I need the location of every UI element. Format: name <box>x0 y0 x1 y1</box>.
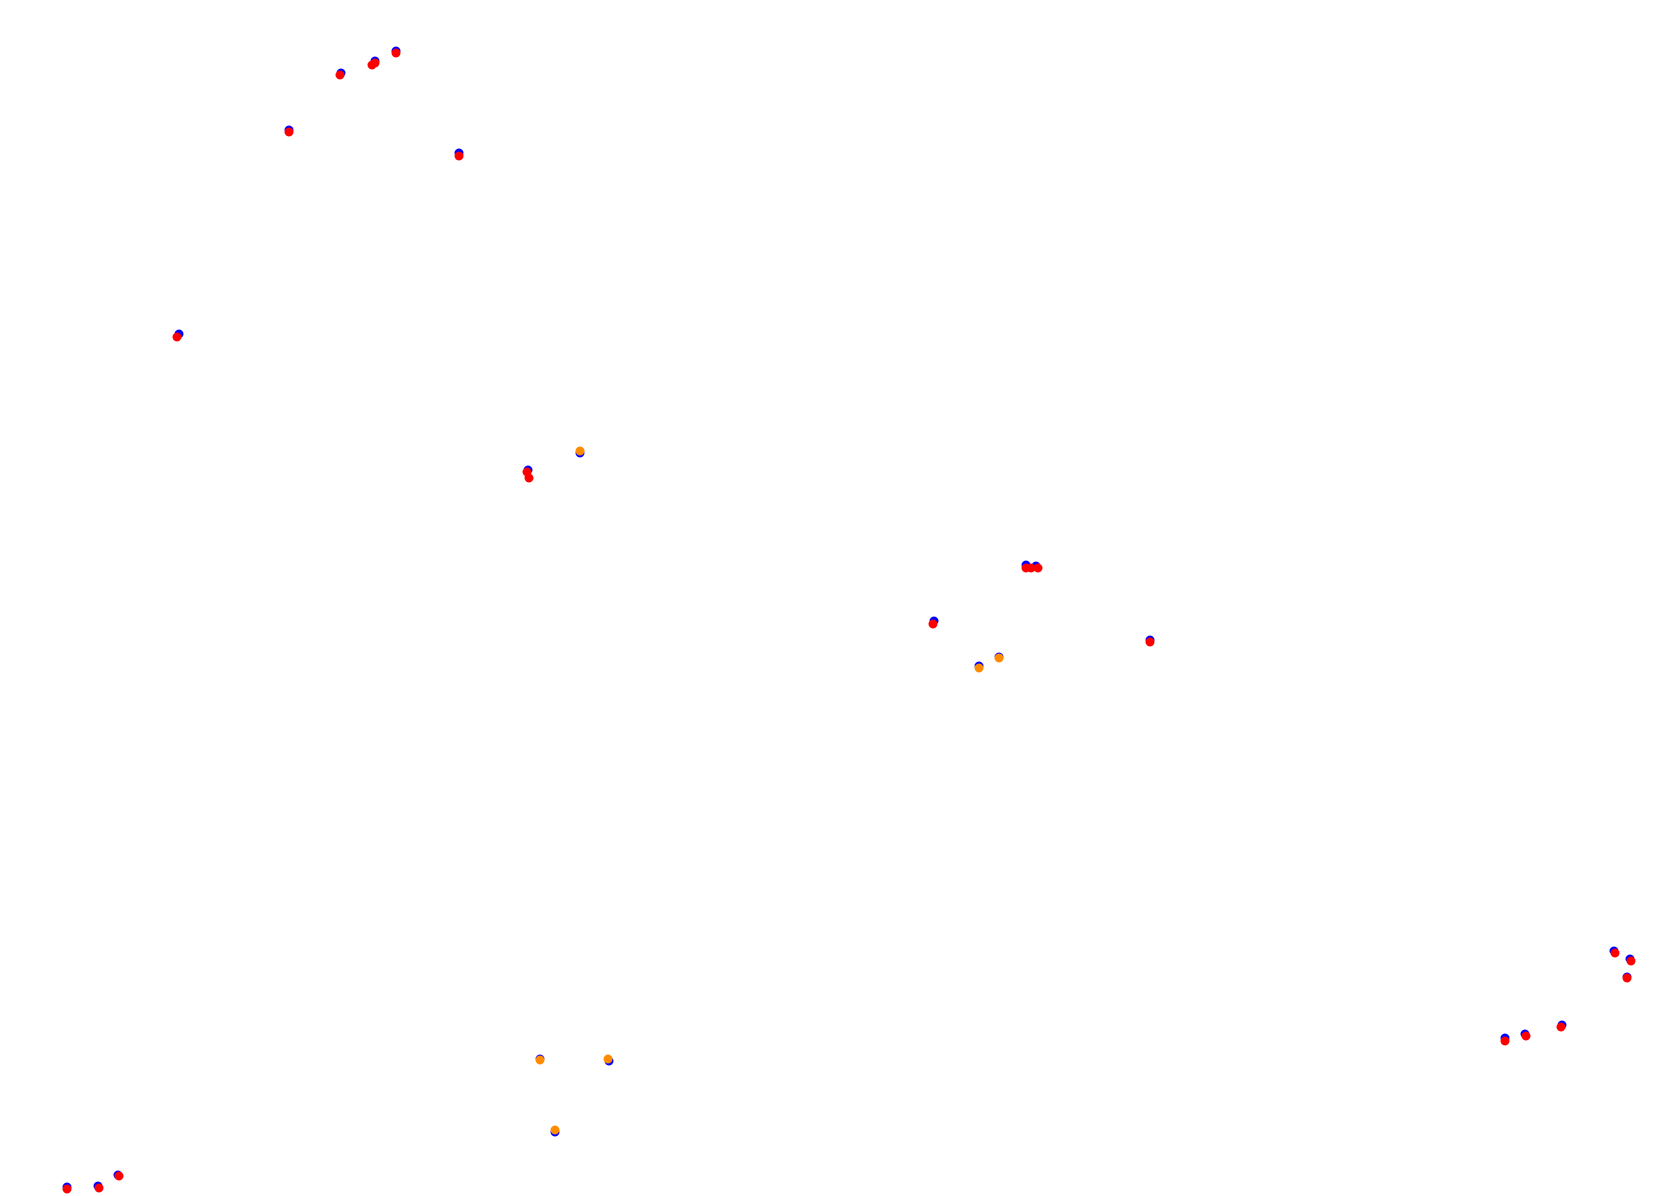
data-point-s1-21 <box>370 58 380 68</box>
scatter-points <box>62 46 1636 1194</box>
data-point-s2-3 <box>974 663 984 673</box>
data-point-s1-9 <box>928 619 938 629</box>
data-point-s1-3 <box>1500 1036 1510 1046</box>
data-point-s1-15 <box>522 467 532 477</box>
data-point-s1-12 <box>1026 563 1036 573</box>
data-point-s1-6 <box>1622 973 1632 983</box>
data-point-s1-5 <box>1556 1022 1566 1032</box>
data-point-s1-13 <box>1033 563 1043 573</box>
data-point-s2-1 <box>535 1055 545 1065</box>
data-point-s1-18 <box>284 127 294 137</box>
data-point-s1-19 <box>335 70 345 80</box>
data-point-s1-2 <box>114 1171 124 1181</box>
data-point-s2-5 <box>575 446 585 456</box>
data-point-s1-7 <box>1626 956 1636 966</box>
data-point-s1-4 <box>1521 1031 1531 1041</box>
data-point-s1-8 <box>1610 948 1620 958</box>
data-point-s1-0 <box>62 1184 72 1194</box>
data-point-s2-0 <box>550 1125 560 1135</box>
data-point-s1-10 <box>1145 637 1155 647</box>
data-point-s1-17 <box>454 151 464 161</box>
data-point-s1-16 <box>172 332 182 342</box>
data-point-s1-22 <box>391 48 401 58</box>
data-point-s1-1 <box>94 1183 104 1193</box>
data-point-s2-2 <box>603 1054 613 1064</box>
data-point-s2-4 <box>994 653 1004 663</box>
